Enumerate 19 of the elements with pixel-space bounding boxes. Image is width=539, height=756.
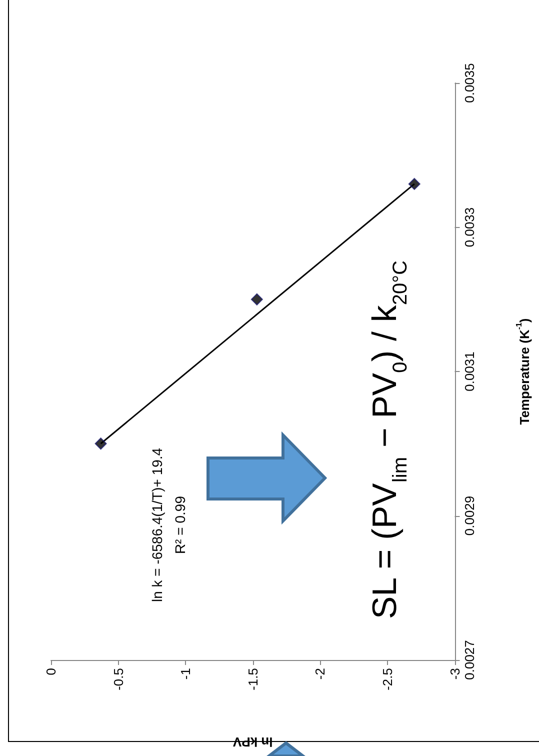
- x-tick-label: -1: [178, 668, 194, 680]
- y2-tick-label: 0.0027: [462, 640, 477, 680]
- annotation: SL = (PVlim − PV0) / k20°C: [366, 260, 412, 619]
- annotation: ln k = -6586.4(1/T)+ 19.4: [149, 448, 165, 602]
- x-tick-label: -3: [447, 668, 462, 680]
- point: [94, 438, 107, 450]
- y2-tick-label: 0.0031: [462, 352, 477, 392]
- y2-tick-label: 0.0035: [462, 63, 477, 103]
- y2-tick-label: 0.0033: [462, 207, 477, 248]
- x-tick-label: -2.5: [380, 668, 395, 690]
- x-tick-label: 0: [44, 668, 58, 676]
- point: [408, 178, 420, 190]
- point: [250, 293, 263, 306]
- x-tick-label: -1.5: [245, 668, 260, 690]
- x-tick-label: -0.5: [110, 668, 126, 690]
- x-tick-label: -2: [312, 668, 328, 680]
- y2-tick-label: 0.0029: [462, 496, 477, 536]
- annotation: R² = 0.99: [172, 496, 188, 554]
- y2-axis-title: Temperature (K-1): [514, 318, 532, 425]
